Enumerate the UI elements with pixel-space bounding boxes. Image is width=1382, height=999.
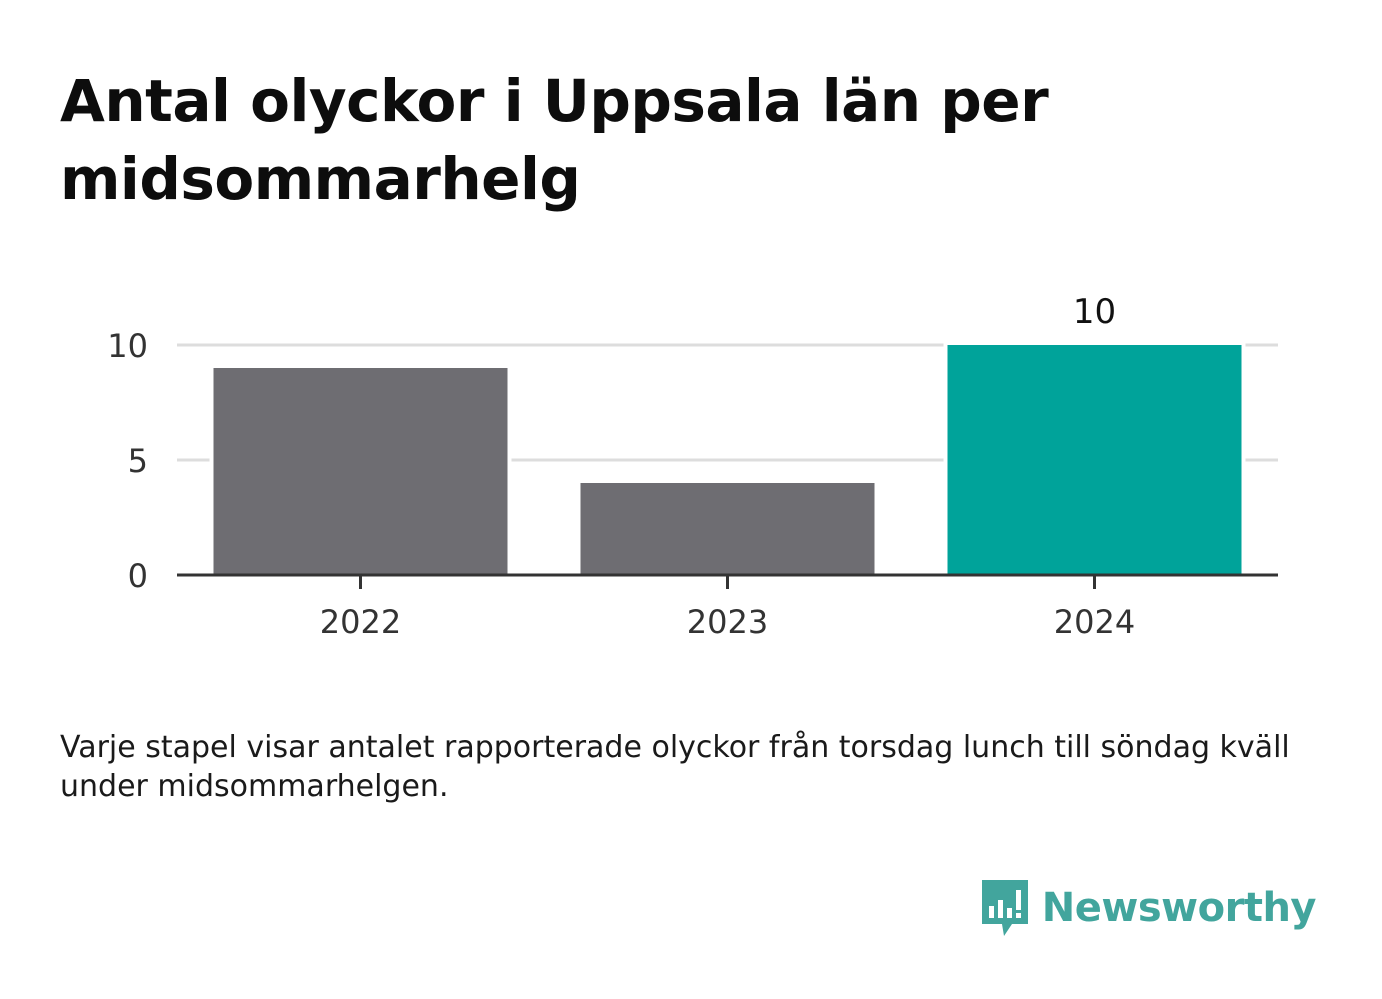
bar bbox=[947, 345, 1242, 575]
y-tick-label: 0 bbox=[128, 557, 148, 595]
bar bbox=[213, 368, 508, 575]
y-tick-label: 10 bbox=[107, 327, 148, 365]
brand-name: Newsworthy bbox=[1041, 885, 1317, 931]
bar-chart-speech-bubble-icon bbox=[981, 880, 1028, 936]
bar bbox=[580, 483, 875, 575]
bars bbox=[209, 341, 1246, 575]
x-tick-label: 2022 bbox=[320, 603, 401, 641]
y-tick-label: 5 bbox=[128, 442, 148, 480]
chart-title: Antal olyckor i Uppsala län per midsomma… bbox=[60, 67, 1049, 213]
x-tick-label: 2024 bbox=[1054, 603, 1135, 641]
x-tick-label: 2023 bbox=[687, 603, 768, 641]
data-label: 10 bbox=[1073, 292, 1116, 332]
brand-logo: Newsworthy bbox=[980, 878, 1317, 938]
labels: 0 5 10 2022 2023 2024 10 bbox=[107, 292, 1135, 641]
chart-caption: Varje stapel visar antalet rapporterade … bbox=[60, 730, 1290, 804]
axes bbox=[177, 573, 1278, 589]
